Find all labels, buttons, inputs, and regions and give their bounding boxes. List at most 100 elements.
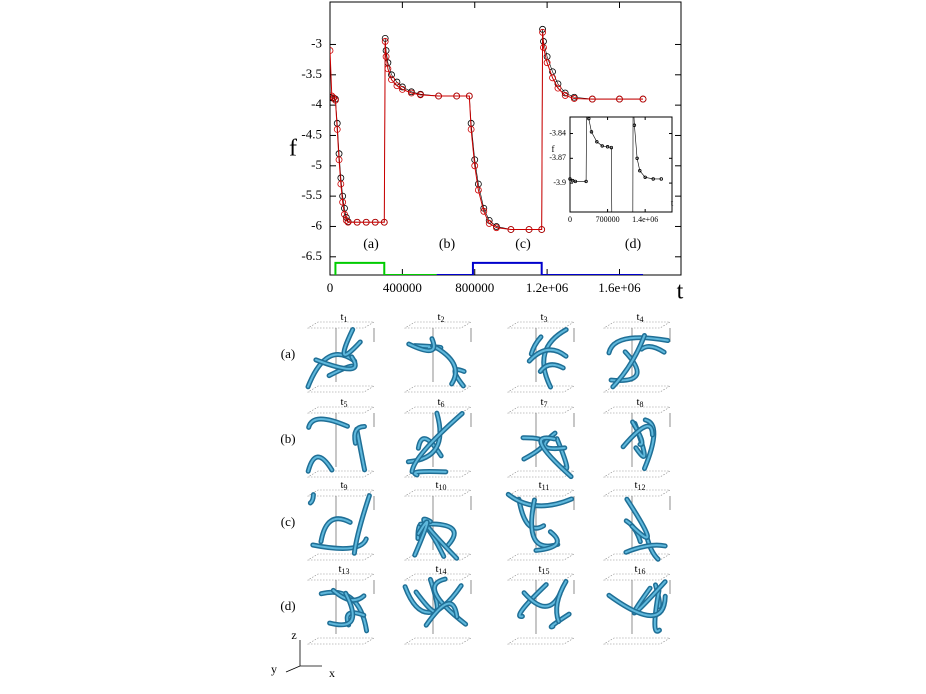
data-point [362, 218, 370, 226]
vortex-highlight [539, 436, 573, 478]
time-label: t8 [636, 396, 643, 409]
data-point [465, 92, 473, 100]
data-point [643, 175, 647, 180]
box-wireframe [602, 489, 672, 561]
time-base: t [338, 563, 341, 575]
annotation: (d) [625, 237, 642, 252]
box-wireframe [602, 321, 672, 393]
time-index: 16 [638, 567, 646, 576]
data-point [380, 218, 388, 226]
protocol-step [436, 261, 644, 275]
y-tick-label: -3.9 [553, 178, 566, 187]
data-point [587, 117, 591, 121]
time-label: t7 [540, 396, 547, 409]
box-wireframe [306, 406, 376, 478]
vortex-highlight [407, 337, 435, 352]
x-tick-label: 1.2e+06 [526, 280, 569, 295]
time-base: t [634, 479, 637, 491]
vortex-highlight [507, 493, 573, 507]
time-index: 1 [344, 315, 348, 324]
data-point [339, 198, 347, 206]
time-base: t [435, 479, 438, 491]
box-wireframe [403, 489, 473, 561]
time-index: 12 [638, 483, 646, 492]
data-point [525, 226, 533, 233]
row-label: (b) [280, 431, 295, 446]
vortex-highlight [607, 594, 667, 617]
data-point [344, 218, 352, 226]
x-tick-label: 0 [327, 280, 334, 295]
vortex-highlight [431, 344, 457, 385]
data-point [605, 145, 610, 149]
data-point [543, 59, 551, 67]
time-index: 2 [441, 315, 445, 324]
vortex-highlight [611, 334, 646, 388]
time-base: t [340, 396, 343, 408]
vortex-panel [305, 406, 376, 478]
box-wireframe [506, 321, 576, 393]
vortex-panel [305, 321, 376, 393]
x-tick-label: 0 [568, 215, 572, 224]
y-tick-label: -6 [311, 217, 322, 232]
series-line [569, 117, 662, 212]
time-label: t5 [340, 396, 347, 409]
data-point [471, 162, 479, 170]
y-tick-label: -3.87 [549, 153, 566, 162]
time-index: 9 [344, 483, 348, 492]
data-point [435, 92, 442, 100]
vortex-highlight [353, 494, 371, 555]
vortex-highlight [624, 544, 667, 554]
vortex-highlight [314, 355, 357, 370]
time-base: t [540, 311, 543, 323]
data-point [474, 186, 482, 194]
vortex-highlight [607, 336, 669, 354]
time-base: t [634, 563, 637, 575]
time-label: t1 [340, 311, 347, 324]
data-point [388, 71, 395, 79]
time-index: 10 [439, 483, 447, 492]
time-base: t [340, 479, 343, 491]
vortex-panel [602, 321, 672, 393]
vortex-highlight [328, 592, 354, 626]
x-axis-label: t [671, 198, 674, 208]
x-tick-label: 700000 [596, 215, 620, 224]
time-base: t [435, 563, 438, 575]
vortex-highlight [517, 498, 545, 530]
vortex-highlight [413, 521, 429, 557]
vortex-highlight [413, 470, 447, 476]
data-point [554, 84, 562, 92]
data-point [638, 168, 642, 173]
vortex-highlight [653, 589, 661, 633]
time-label: t13 [338, 563, 349, 576]
vortex-panel [402, 573, 473, 645]
series-line [330, 32, 644, 230]
vortex-highlight [622, 425, 654, 448]
data-point [568, 177, 572, 181]
vortex-panel [306, 573, 376, 645]
y-tick-label: -4.5 [301, 126, 322, 141]
data-point [632, 123, 637, 127]
data-point [554, 80, 562, 88]
data-point [333, 125, 341, 133]
vortex-highlight [518, 583, 548, 618]
box-wireframe [506, 489, 576, 561]
time-label: t9 [340, 479, 347, 492]
time-label: t11 [539, 479, 550, 492]
data-point [453, 92, 461, 100]
data-point [538, 226, 546, 233]
time-label: t3 [540, 311, 547, 324]
data-point [398, 85, 406, 93]
data-point [573, 179, 578, 184]
vortex-highlight [342, 328, 362, 356]
vortex-highlight [307, 417, 349, 429]
box-wireframe [306, 489, 376, 561]
data-point [342, 216, 350, 224]
time-index: 8 [640, 400, 644, 409]
data-point [384, 65, 392, 73]
x-tick-label: 1.4e+06 [632, 215, 658, 224]
time-base: t [636, 396, 639, 408]
data-point [584, 179, 588, 184]
data-point [467, 125, 475, 133]
vortex-highlight [353, 425, 366, 445]
box-wireframe [306, 321, 376, 393]
